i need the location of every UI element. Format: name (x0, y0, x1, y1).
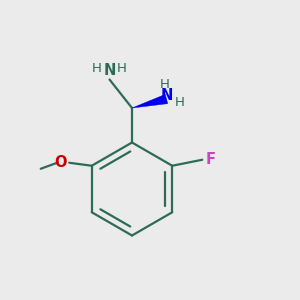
Text: H: H (117, 61, 127, 75)
Polygon shape (132, 94, 168, 108)
Text: N: N (160, 88, 173, 104)
Text: H: H (160, 78, 170, 91)
Text: O: O (54, 155, 67, 170)
Text: H: H (175, 95, 185, 109)
Text: F: F (206, 152, 216, 167)
Text: H: H (92, 61, 102, 75)
Text: N: N (103, 63, 116, 78)
